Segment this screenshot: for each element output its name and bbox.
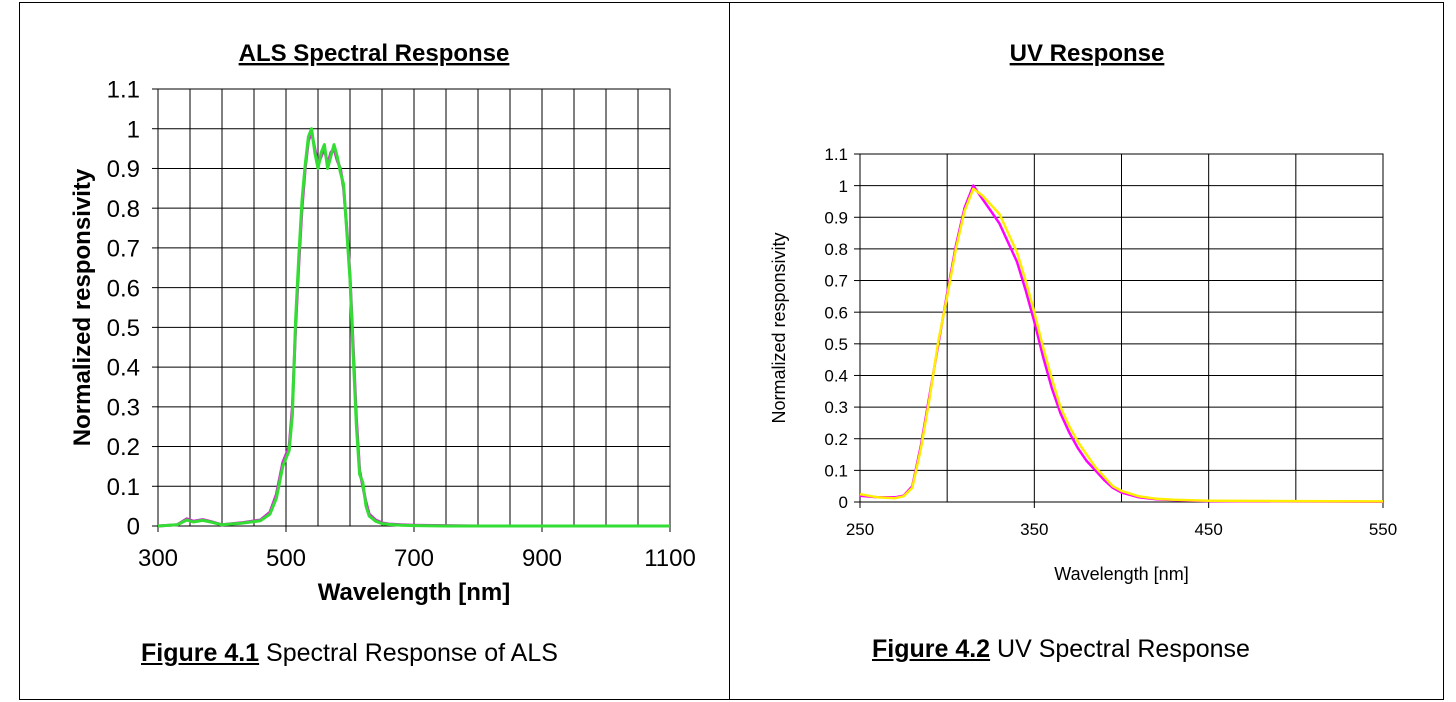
x-axis-label: Wavelength [nm] — [318, 579, 510, 606]
y-tick-label: 0.1 — [824, 461, 848, 480]
y-tick-label: 0.7 — [107, 236, 140, 263]
y-tick-label: 1 — [839, 177, 848, 196]
y-tick-label: 0.5 — [107, 315, 140, 342]
y-tick-label: 0.6 — [824, 303, 848, 322]
y-tick-label: 0.3 — [107, 394, 140, 421]
x-tick-label: 500 — [266, 545, 306, 572]
x-axis-label: Wavelength [nm] — [1054, 564, 1188, 584]
x-tick-label: 550 — [1369, 520, 1397, 539]
y-axis-label: Normalized responsivity — [69, 168, 96, 446]
y-tick-label: 0.1 — [107, 474, 140, 501]
figure-caption-text: UV Spectral Response — [997, 635, 1250, 663]
y-tick-label: 0 — [839, 493, 848, 512]
y-tick-label: 1 — [127, 116, 140, 143]
y-tick-label: 0.2 — [824, 430, 848, 449]
series-line-2 — [157, 127, 670, 528]
y-tick-label: 0.3 — [824, 398, 848, 417]
als-spectral-response-chart: ALS Spectral Response 0 0.1 0.2 0.3 0.4 0.5 0.6… — [69, 40, 696, 606]
x-tick-label: 450 — [1194, 520, 1222, 539]
figure-panel-uv: UV Response 0 0.1 0.2 0.3 0.4 0.5 0.6 0.7 0.8 0.9 1… — [729, 2, 1444, 700]
y-tick-label: 0 — [127, 514, 140, 541]
figure-number: Figure 4.2 — [872, 635, 991, 663]
y-tick-label: 0.5 — [824, 335, 848, 354]
figure-panel-als: ALS Spectral Response 0 0.1 0.2 0.3 0.4 0.5 0.6… — [19, 2, 730, 700]
figure-caption-text: Spectral Response of ALS — [266, 639, 558, 667]
y-tick-label: 1.1 — [824, 145, 848, 164]
series-line-2 — [859, 187, 1384, 503]
y-tick-label: 0.9 — [824, 208, 848, 227]
figure-caption-uv: Figure 4.2 UV Spectral Response — [872, 635, 1250, 664]
x-tick-label: 300 — [138, 545, 178, 572]
x-tick-label: 700 — [394, 545, 434, 572]
figure-caption-als: Figure 4.1 Spectral Response of ALS — [141, 639, 558, 668]
x-tick-label: 1100 — [644, 545, 696, 572]
y-tick-label: 0.9 — [107, 156, 140, 183]
y-axis-label: Normalized responsivity — [769, 232, 789, 423]
x-tick-label: 350 — [1020, 520, 1048, 539]
chart-title: ALS Spectral Response — [239, 40, 510, 67]
y-tick-label: 0.7 — [824, 272, 848, 291]
y-tick-label: 0.8 — [107, 196, 140, 223]
y-tick-label: 0.4 — [824, 367, 848, 386]
chart-title: UV Response — [1010, 40, 1165, 67]
y-tick-label: 1.1 — [107, 77, 140, 104]
y-tick-label: 0.2 — [107, 434, 140, 461]
figure-number: Figure 4.1 — [141, 639, 260, 667]
uv-response-chart: UV Response 0 0.1 0.2 0.3 0.4 0.5 0.6 0.7 0.8 0.9 1… — [769, 40, 1397, 584]
y-tick-label: 0.8 — [824, 240, 848, 259]
y-tick-label: 0.4 — [107, 355, 140, 382]
x-tick-label: 900 — [522, 545, 562, 572]
x-tick-label: 250 — [846, 520, 874, 539]
y-tick-label: 0.6 — [107, 275, 140, 302]
